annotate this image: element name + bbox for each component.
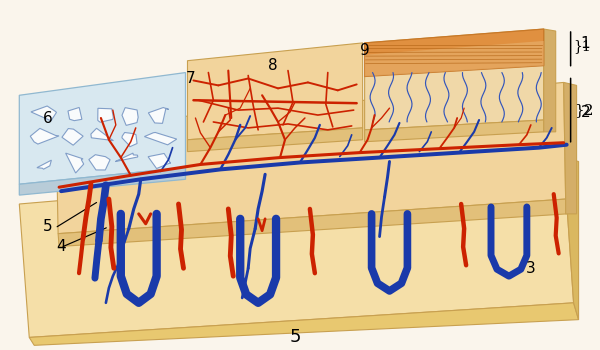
Polygon shape	[98, 108, 113, 122]
Polygon shape	[145, 132, 177, 145]
Polygon shape	[19, 72, 185, 184]
Polygon shape	[544, 29, 556, 132]
Text: 4: 4	[56, 239, 66, 254]
Polygon shape	[365, 29, 544, 77]
Polygon shape	[187, 43, 362, 140]
Polygon shape	[89, 155, 110, 170]
Polygon shape	[365, 41, 544, 77]
Polygon shape	[31, 106, 56, 121]
Text: 6: 6	[43, 111, 53, 126]
Polygon shape	[56, 83, 566, 234]
Text: 1: 1	[581, 36, 590, 51]
Polygon shape	[115, 153, 138, 162]
Polygon shape	[58, 199, 566, 246]
Text: 7: 7	[185, 71, 195, 86]
Text: 9: 9	[359, 43, 370, 58]
Text: 2: 2	[581, 105, 590, 120]
Polygon shape	[29, 303, 578, 345]
Polygon shape	[19, 167, 185, 195]
Polygon shape	[365, 29, 544, 130]
Polygon shape	[148, 153, 170, 169]
Polygon shape	[365, 120, 544, 142]
Polygon shape	[122, 133, 137, 147]
Text: 3: 3	[526, 261, 536, 276]
Text: 5: 5	[43, 219, 53, 234]
Polygon shape	[65, 153, 83, 173]
Text: 5: 5	[289, 328, 301, 346]
Polygon shape	[91, 128, 113, 141]
Polygon shape	[563, 83, 577, 214]
Polygon shape	[37, 160, 52, 169]
Text: }2: }2	[574, 103, 593, 117]
Text: }1: }1	[574, 39, 592, 53]
Polygon shape	[148, 107, 169, 123]
Polygon shape	[62, 128, 83, 145]
Polygon shape	[187, 128, 362, 152]
Polygon shape	[19, 158, 574, 337]
Text: 8: 8	[268, 58, 278, 73]
Polygon shape	[30, 128, 59, 144]
Polygon shape	[68, 107, 82, 121]
Polygon shape	[563, 158, 578, 320]
Polygon shape	[122, 108, 138, 125]
